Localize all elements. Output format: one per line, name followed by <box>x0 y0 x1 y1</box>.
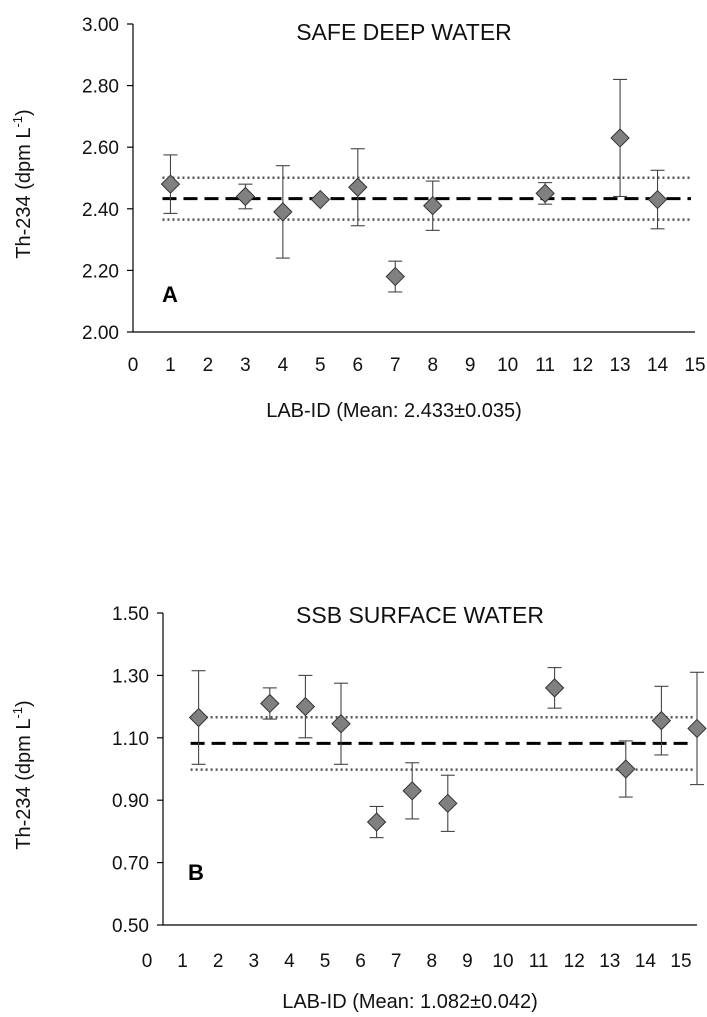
x-tick-label: 13 <box>599 951 620 972</box>
data-point <box>310 189 331 210</box>
data-point <box>160 174 181 194</box>
panel-letter: A <box>162 282 178 307</box>
y-axis-title-main: Th-234 (dpm L <box>13 719 35 850</box>
data-point <box>647 189 668 210</box>
y-axis-title-tail: ) <box>13 700 35 707</box>
y-tick-label: 0.50 <box>112 916 149 937</box>
y-axis-title-sup: -1 <box>10 707 25 719</box>
x-tick-label: 13 <box>609 355 630 376</box>
x-tick-label: 0 <box>142 951 153 972</box>
x-tick-label: 3 <box>240 355 251 376</box>
data-point <box>366 812 387 832</box>
x-tick-label: 11 <box>529 951 549 972</box>
x-tick-label: 2 <box>213 951 224 972</box>
data-point <box>544 678 565 698</box>
x-axis-title: LAB-ID (Mean: 2.433±0.035) <box>266 400 522 422</box>
x-tick-label: 10 <box>492 951 513 972</box>
y-tick-label: 0.90 <box>112 791 149 812</box>
y-axis-title-sup: -1 <box>10 116 25 128</box>
y-tick-label: 2.40 <box>82 200 119 221</box>
x-tick-label: 9 <box>465 355 476 376</box>
x-tick-label: 3 <box>249 951 260 972</box>
chart-title: SAFE DEEP WATER <box>296 19 512 45</box>
data-point <box>348 177 368 197</box>
y-tick-label: 2.80 <box>82 77 119 98</box>
x-tick-label: 6 <box>353 355 364 376</box>
data-point <box>402 781 422 801</box>
y-tick-label: 3.00 <box>82 15 119 36</box>
chart-panel-a: 2.002.202.402.602.803.000 1 2 3 4 5 6 7 8 9 10 11 12… <box>10 15 706 422</box>
y-tick-label: 2.00 <box>82 323 119 344</box>
y-axis-title-tail: ) <box>13 109 35 116</box>
chart-panel-b: 0.500.700.901.101.301.500 1 2 3 4 5 6 7 8 9 10 11 12… <box>10 602 707 1013</box>
x-tick-label: 9 <box>462 951 473 972</box>
x-tick-label: 6 <box>355 951 366 972</box>
x-tick-label: 15 <box>684 355 705 376</box>
data-point <box>610 128 630 148</box>
x-tick-label: 14 <box>635 951 657 972</box>
y-tick-label: 1.30 <box>112 666 149 687</box>
x-tick-label: 2 <box>203 355 214 376</box>
y-axis-title-main: Th-234 (dpm L <box>13 128 35 259</box>
data-point <box>188 707 209 728</box>
data-point <box>616 759 636 779</box>
x-tick-label: 7 <box>391 951 402 972</box>
y-tick-label: 1.50 <box>112 604 149 625</box>
data-point <box>651 710 672 731</box>
x-tick-label: 12 <box>572 355 593 376</box>
x-tick-label: 14 <box>647 355 669 376</box>
data-point <box>385 266 405 287</box>
y-tick-label: 0.70 <box>112 854 149 875</box>
x-tick-label: 8 <box>427 355 438 376</box>
x-tick-label: 5 <box>320 951 331 972</box>
y-axis-title: Th-234 (dpm L-1) <box>10 109 35 258</box>
x-tick-label: 5 <box>315 355 326 376</box>
x-tick-label: 4 <box>284 951 295 972</box>
x-tick-label: 11 <box>535 355 555 376</box>
y-axis-title: Th-234 (dpm L-1) <box>10 700 35 849</box>
x-tick-label: 1 <box>177 951 188 972</box>
data-point <box>423 196 443 216</box>
y-tick-label: 2.20 <box>82 261 119 282</box>
x-axis-title: LAB-ID (Mean: 1.082±0.042) <box>282 991 538 1013</box>
panel-letter: B <box>188 860 204 885</box>
y-tick-label: 1.10 <box>112 729 149 750</box>
x-tick-label: 4 <box>278 355 289 376</box>
data-point <box>235 186 256 207</box>
data-point <box>687 718 707 739</box>
x-tick-label: 0 <box>128 355 139 376</box>
x-tick-label: 10 <box>497 355 518 376</box>
x-tick-label: 1 <box>165 355 176 376</box>
y-tick-label: 2.60 <box>82 138 119 159</box>
x-tick-label: 8 <box>427 951 438 972</box>
data-point <box>535 183 555 204</box>
data-point <box>331 714 351 734</box>
data-point <box>295 696 316 717</box>
chart-title: SSB SURFACE WATER <box>296 602 544 628</box>
data-point <box>260 693 280 714</box>
x-tick-label: 15 <box>670 951 691 972</box>
data-point <box>438 793 458 814</box>
x-tick-label: 12 <box>564 951 585 972</box>
x-tick-label: 7 <box>390 355 401 376</box>
data-point <box>273 202 293 222</box>
